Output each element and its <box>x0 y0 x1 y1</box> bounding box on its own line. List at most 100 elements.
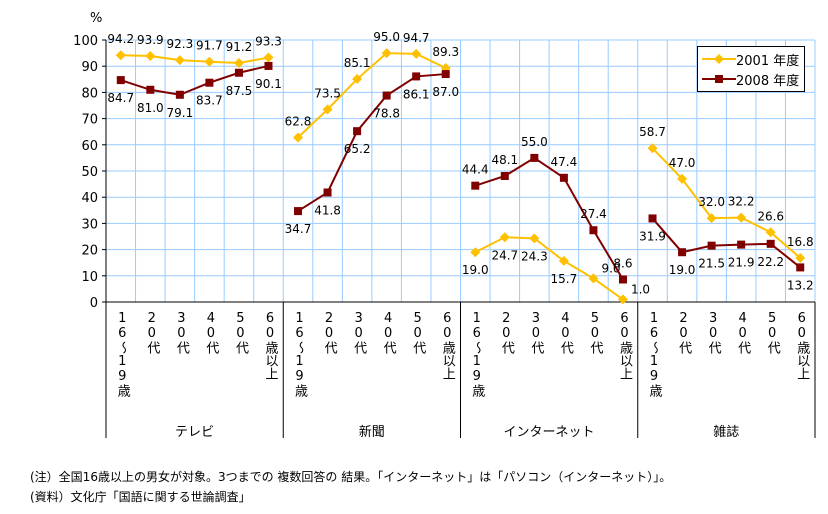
age-label: 50代 <box>410 311 426 354</box>
data-point <box>707 241 716 250</box>
y-axis-unit: % <box>90 11 102 26</box>
age-label: 50代 <box>232 311 248 354</box>
data-point <box>588 273 599 284</box>
data-label: 95.0 <box>373 30 400 44</box>
data-point <box>529 233 540 244</box>
data-label: 32.2 <box>728 195 755 209</box>
data-label: 26.6 <box>757 209 784 223</box>
data-label: 24.3 <box>521 249 548 263</box>
data-point <box>322 104 333 115</box>
data-point <box>323 188 332 197</box>
data-label: 83.7 <box>196 94 223 108</box>
data-label: 91.7 <box>196 39 223 53</box>
group-label: インターネット <box>503 425 595 440</box>
series-line-2008 <box>651 217 801 269</box>
data-point <box>530 153 539 162</box>
age-label: 30代 <box>528 311 544 354</box>
source: (資料）文化庁「国語に関する世論調査」 <box>30 490 251 504</box>
group-label: 雑誌 <box>713 425 740 440</box>
data-point <box>294 207 303 216</box>
legend-label: 2001 年度 <box>736 53 800 69</box>
data-point <box>412 72 421 81</box>
data-label: 93.3 <box>255 35 282 49</box>
data-label: 44.4 <box>462 163 489 177</box>
y-tick-label: 60 <box>81 139 98 154</box>
age-label: 20代 <box>498 311 514 354</box>
age-label: 20代 <box>676 311 692 354</box>
data-label: 81.0 <box>137 101 164 115</box>
data-point <box>795 252 806 263</box>
y-tick-label: 80 <box>81 86 98 101</box>
data-label: 87.0 <box>432 85 459 99</box>
data-label: 8.6 <box>613 256 632 270</box>
data-point <box>706 213 717 224</box>
note: (注）全国16歳以上の男女が対象。3つまでの 複数回答の 結果。「インターネット… <box>30 470 672 484</box>
data-point <box>618 275 627 284</box>
series-line-2008 <box>120 64 269 96</box>
data-label: 31.9 <box>639 229 666 243</box>
age-label: 60歳以上 <box>616 311 632 380</box>
data-point <box>558 255 569 266</box>
age-label: 40代 <box>557 311 573 354</box>
data-label: 47.4 <box>551 155 578 169</box>
data-point <box>411 48 422 59</box>
legend: 2001 年度 2008 年度 <box>697 46 805 92</box>
age-label: 16～19歳 <box>469 311 485 397</box>
data-label: 41.8 <box>314 203 341 217</box>
age-label: 40代 <box>735 311 751 354</box>
series-line-2001 <box>474 236 624 301</box>
data-point <box>293 132 304 143</box>
data-label: 19.0 <box>669 263 696 277</box>
data-label: 34.7 <box>285 222 312 236</box>
y-tick-label: 90 <box>81 60 98 75</box>
data-point <box>499 232 510 243</box>
age-label: 20代 <box>144 311 160 354</box>
data-label: 92.3 <box>166 37 193 51</box>
data-label: 16.8 <box>787 235 814 249</box>
data-point <box>381 48 392 59</box>
data-label: 94.7 <box>403 31 430 45</box>
series-line-2001 <box>120 54 269 65</box>
data-label: 22.2 <box>757 255 784 269</box>
age-label: 60歳以上 <box>794 311 810 380</box>
data-point <box>470 247 481 258</box>
age-label: 30代 <box>705 311 721 354</box>
legend-label: 2008 年度 <box>736 73 800 89</box>
data-point <box>263 52 274 63</box>
data-point <box>678 248 687 257</box>
data-label: 78.8 <box>373 107 400 121</box>
data-point <box>500 171 509 180</box>
data-point <box>647 143 658 154</box>
series-line-2008 <box>474 156 624 280</box>
data-label: 9.0 <box>601 261 620 275</box>
data-point <box>617 294 628 305</box>
data-label: 32.0 <box>698 195 725 209</box>
y-tick-label: 50 <box>81 165 98 180</box>
data-label: 21.5 <box>698 257 725 271</box>
age-label: 16～19歳 <box>292 311 308 397</box>
data-point <box>677 173 688 184</box>
data-label: 58.7 <box>639 125 666 139</box>
data-point <box>234 68 243 77</box>
y-tick-label: 0 <box>90 296 98 311</box>
data-point <box>766 239 775 248</box>
data-label: 94.2 <box>107 32 134 46</box>
data-label: 55.0 <box>521 135 548 149</box>
data-point <box>116 76 125 85</box>
data-label: 73.5 <box>314 86 341 100</box>
data-label: 15.7 <box>551 272 578 286</box>
age-label: 30代 <box>173 311 189 354</box>
data-point <box>352 74 363 85</box>
data-point <box>648 214 657 223</box>
age-label: 60歳以上 <box>262 311 278 380</box>
y-tick-label: 20 <box>81 244 98 259</box>
data-point <box>145 50 156 61</box>
age-label: 16～19歳 <box>646 311 662 397</box>
data-point <box>736 212 747 223</box>
y-tick-label: 100 <box>73 34 98 49</box>
data-point <box>796 263 805 272</box>
data-point <box>559 173 568 182</box>
data-label: 89.3 <box>432 45 459 59</box>
